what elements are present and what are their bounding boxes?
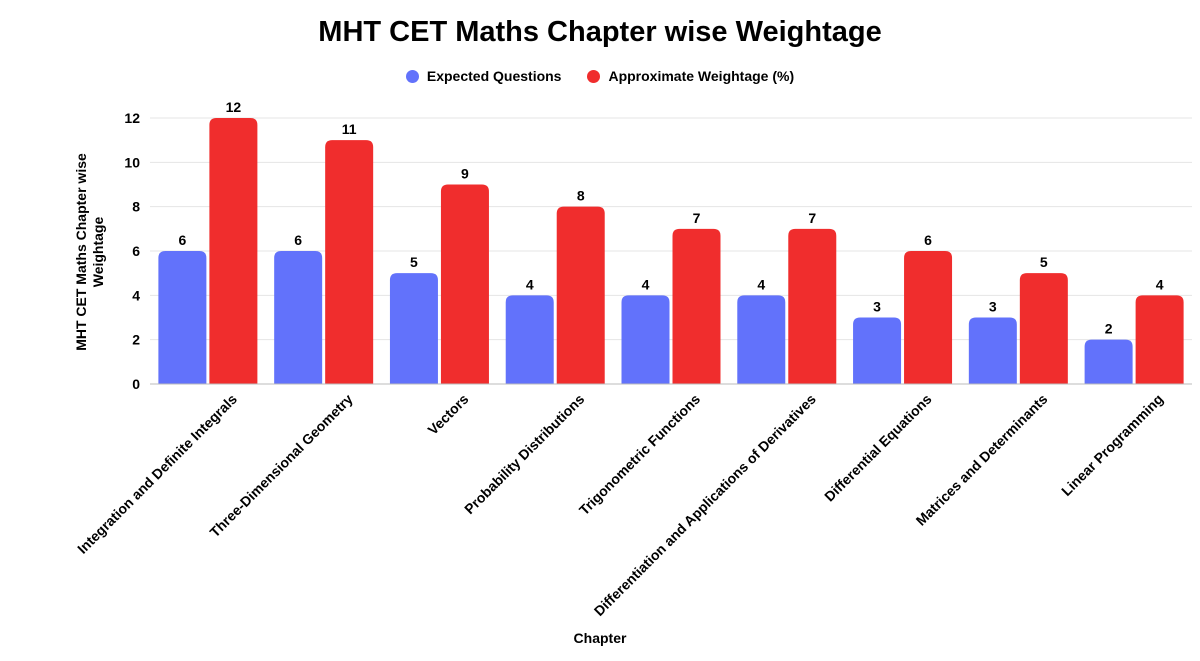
bar-approximate-weightage-vectors bbox=[440, 184, 489, 384]
data-label-approximate-weightage-differential-equations: 6 bbox=[924, 232, 932, 248]
y-tick-label-10: 10 bbox=[124, 154, 140, 170]
bar-expected-questions-integration-and-definite-integrals bbox=[158, 251, 207, 384]
data-label-approximate-weightage-differentiation-and-applications-of-derivatives: 7 bbox=[808, 210, 816, 226]
bar-expected-questions-differential-equations bbox=[853, 317, 902, 384]
y-axis-label: MHT CET Maths Chapter wise Weightage bbox=[73, 153, 106, 351]
legend-swatch-expected-questions bbox=[405, 69, 419, 83]
data-label-approximate-weightage-trigonometric-functions: 7 bbox=[693, 210, 701, 226]
bar-expected-questions-trigonometric-functions bbox=[621, 295, 670, 384]
x-axis-label: Chapter bbox=[573, 630, 627, 646]
legend-item-expected-questions[interactable]: Expected Questions bbox=[405, 68, 562, 84]
bar-expected-questions-differentiation-and-applications-of-derivatives bbox=[737, 295, 786, 384]
bar-approximate-weightage-trigonometric-functions bbox=[672, 228, 721, 384]
legend-swatch-approximate-weightage bbox=[587, 69, 601, 83]
data-label-expected-questions-trigonometric-functions: 4 bbox=[642, 276, 650, 292]
x-tick-label-linear-programming: Linear Programming bbox=[1058, 391, 1166, 499]
y-tick-label-4: 4 bbox=[132, 287, 140, 303]
bar-expected-questions-linear-programming bbox=[1084, 339, 1133, 384]
bar-expected-questions-three-dimensional-geometry bbox=[274, 251, 323, 384]
bar-expected-questions-vectors bbox=[389, 273, 438, 384]
bar-approximate-weightage-linear-programming bbox=[1135, 295, 1184, 384]
data-label-expected-questions-vectors: 5 bbox=[410, 254, 418, 270]
x-tick-label-matrices-and-determinants: Matrices and Determinants bbox=[913, 391, 1051, 529]
y-tick-label-0: 0 bbox=[132, 376, 140, 392]
data-label-approximate-weightage-probability-distributions: 8 bbox=[577, 188, 585, 204]
y-tick-label-6: 6 bbox=[132, 243, 140, 259]
y-tick-label-8: 8 bbox=[132, 199, 140, 215]
bar-approximate-weightage-differential-equations bbox=[904, 251, 953, 384]
x-tick-label-probability-distributions: Probability Distributions bbox=[461, 391, 587, 517]
data-label-approximate-weightage-linear-programming: 4 bbox=[1156, 276, 1164, 292]
data-label-expected-questions-linear-programming: 2 bbox=[1105, 321, 1113, 337]
data-label-expected-questions-matrices-and-determinants: 3 bbox=[989, 299, 997, 315]
y-tick-label-12: 12 bbox=[124, 110, 140, 126]
x-tick-label-differential-equations: Differential Equations bbox=[821, 391, 935, 505]
x-tick-label-trigonometric-functions: Trigonometric Functions bbox=[576, 391, 704, 519]
bar-expected-questions-matrices-and-determinants bbox=[968, 317, 1017, 384]
data-label-expected-questions-three-dimensional-geometry: 6 bbox=[294, 232, 302, 248]
data-label-approximate-weightage-three-dimensional-geometry: 11 bbox=[342, 121, 357, 137]
x-tick-label-vectors: Vectors bbox=[424, 391, 471, 438]
chart-title: MHT CET Maths Chapter wise Weightage bbox=[318, 16, 882, 48]
bar-approximate-weightage-matrices-and-determinants bbox=[1019, 273, 1068, 384]
x-tick-label-differentiation-and-applications-of-derivatives: Differentiation and Applications of Deri… bbox=[591, 391, 819, 619]
chart-legend: Expected Questions Approximate Weightage… bbox=[0, 68, 1200, 84]
bar-approximate-weightage-differentiation-and-applications-of-derivatives bbox=[788, 228, 837, 384]
y-tick-label-2: 2 bbox=[132, 332, 140, 348]
legend-item-approximate-weightage[interactable]: Approximate Weightage (%) bbox=[587, 68, 794, 84]
bar-approximate-weightage-three-dimensional-geometry bbox=[325, 140, 374, 384]
data-label-approximate-weightage-matrices-and-determinants: 5 bbox=[1040, 254, 1048, 270]
legend-label-approximate-weightage: Approximate Weightage (%) bbox=[608, 68, 795, 84]
data-label-approximate-weightage-integration-and-definite-integrals: 12 bbox=[226, 99, 242, 115]
legend-label-expected-questions: Expected Questions bbox=[426, 68, 562, 84]
bar-expected-questions-probability-distributions bbox=[505, 295, 554, 384]
data-label-expected-questions-integration-and-definite-integrals: 6 bbox=[178, 232, 186, 248]
data-label-expected-questions-differentiation-and-applications-of-derivatives: 4 bbox=[757, 276, 765, 292]
bar-approximate-weightage-probability-distributions bbox=[556, 206, 605, 384]
bar-approximate-weightage-integration-and-definite-integrals bbox=[209, 118, 258, 384]
data-label-expected-questions-differential-equations: 3 bbox=[873, 299, 881, 315]
data-label-expected-questions-probability-distributions: 4 bbox=[526, 276, 534, 292]
data-label-approximate-weightage-vectors: 9 bbox=[461, 166, 469, 182]
